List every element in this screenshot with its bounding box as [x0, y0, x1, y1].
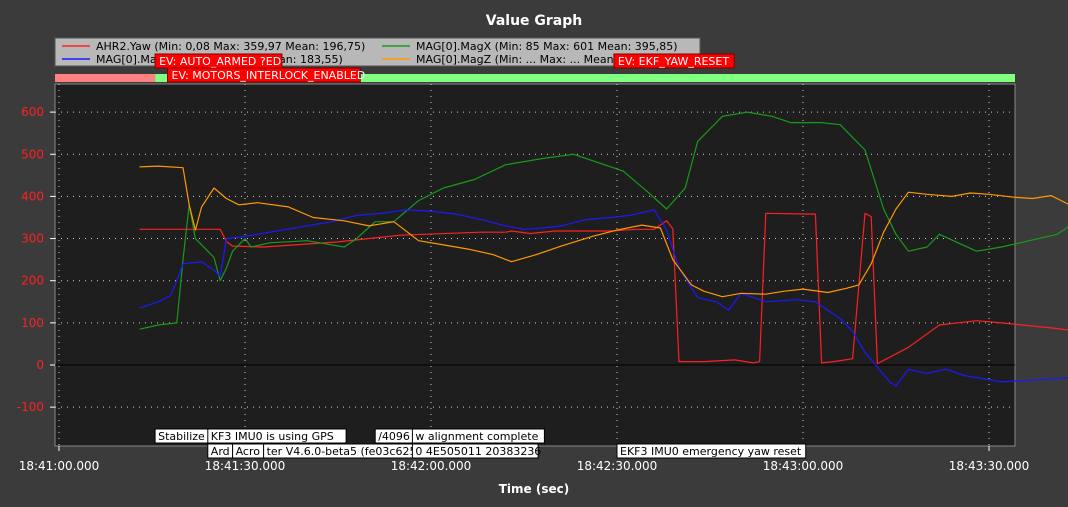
x-tick-label: 18:43:00.000 — [763, 459, 844, 473]
status-disarmed — [55, 74, 156, 82]
message-labels: Stabilize KF3 IMU0 is using GPS/4096 w ali… — [154, 428, 807, 459]
message-box — [207, 428, 347, 444]
message-label: /4096 — [378, 430, 410, 443]
x-tick-label: 18:42:30.000 — [577, 459, 658, 473]
series-line-ahr2-yaw — [139, 212, 1068, 365]
event-label: EV: EKF_YAW_RESET — [618, 55, 729, 68]
y-tick-label: 300 — [21, 232, 44, 246]
series-group — [139, 111, 1068, 387]
message-label: w alignment complete — [415, 430, 538, 443]
series-line-mag-0-magz — [139, 165, 1068, 298]
status-bar — [55, 74, 1016, 82]
message-label: 0 4E505011 20383236 — [415, 445, 541, 458]
x-tick-label: 18:41:00.000 — [19, 459, 100, 473]
series-line-mag-0-magy — [139, 209, 1068, 387]
series-line-mag-0-magx — [139, 111, 1068, 330]
message-label: Stabilize — [158, 430, 205, 443]
x-tick-label: 18:42:00.000 — [391, 459, 472, 473]
legend-box — [54, 37, 701, 67]
message-box — [411, 428, 545, 444]
y-tick-label: 0 — [36, 358, 44, 372]
event-label: EV: AUTO_ARMED ?ED — [159, 55, 281, 68]
plot-area — [54, 83, 1016, 447]
message-label: EKF3 IMU0 emergency yaw reset — [620, 445, 802, 458]
y-tick-label: 500 — [21, 147, 44, 161]
x-tick-label: 18:41:30.000 — [205, 459, 286, 473]
x-tick-label: 18:43:30.000 — [949, 459, 1030, 473]
legend[interactable]: AHR2.Yaw (Min: 0,08 Max: 359,97 Mean: 19… — [54, 37, 701, 67]
event-label: EV: MOTORS_INTERLOCK_ENABLED — [172, 69, 366, 82]
message-label: ter V4.6.0-beta5 (fe03c625) — [267, 445, 421, 458]
message-label: Acro — [236, 445, 261, 458]
y-ticks: -100 0 100 200 300 400 500 600 — [17, 105, 55, 414]
y-tick-label: 100 — [21, 316, 44, 330]
message-box — [411, 443, 539, 459]
y-tick-label: 400 — [21, 189, 44, 203]
x-ticks: 18:41:00.000 18:41:30.000 18:42:00.000 18:4… — [19, 446, 1030, 473]
event-flag — [613, 53, 735, 69]
y-tick-label: -100 — [17, 400, 44, 414]
x-axis-title: Time (sec) — [499, 482, 569, 496]
legend-entry[interactable]: MAG[0].MagZ (Min: ... Max: ... Mean: 225… — [416, 53, 664, 66]
chart-title: Value Graph — [486, 13, 582, 29]
legend-entry[interactable]: MAG[0].MagX (Min: 85 Max: 601 Mean: 395,… — [416, 40, 678, 53]
message-label: Ard — [211, 445, 230, 458]
legend-entry[interactable]: AHR2.Yaw (Min: 0,08 Max: 359,97 Mean: 19… — [96, 40, 365, 53]
message-box — [616, 443, 807, 459]
status-armed — [155, 74, 1016, 82]
y-tick-label: 200 — [21, 274, 44, 288]
event-flag — [167, 67, 361, 83]
message-label: KF3 IMU0 is using GPS — [211, 430, 334, 443]
y-tick-label: 600 — [21, 105, 44, 119]
